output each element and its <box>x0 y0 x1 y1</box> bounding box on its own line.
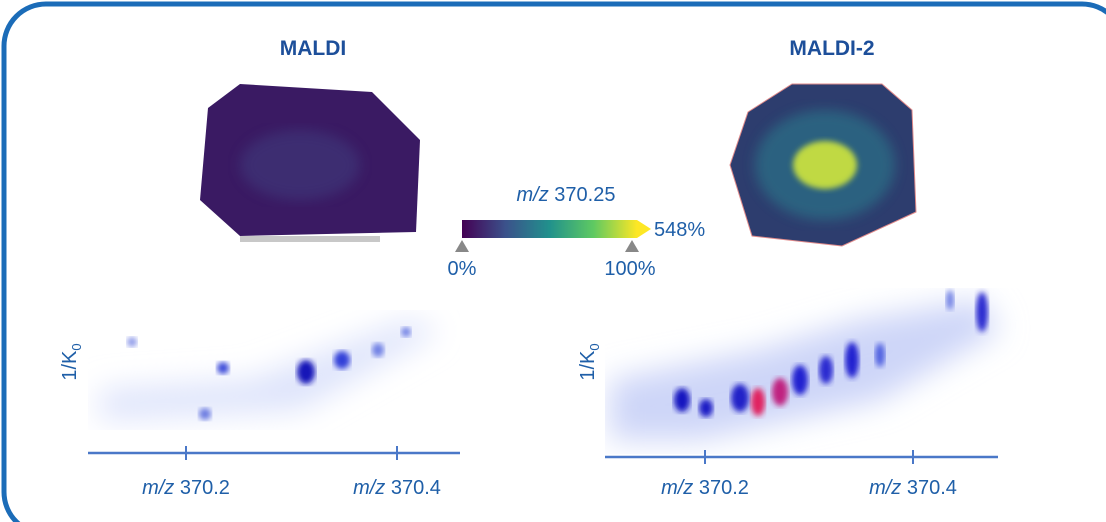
x-tick-prefix: m/z <box>869 477 901 499</box>
x-tick-label: m/z 370.4 <box>869 477 957 499</box>
tissue-signal <box>793 141 857 189</box>
x-tick-prefix: m/z <box>353 477 385 499</box>
colorbar-extend <box>637 220 651 238</box>
x-tick-label: m/z 370.2 <box>142 477 230 499</box>
colorbar-high-label: 100% <box>604 258 655 280</box>
tissue-signal <box>240 130 360 200</box>
x-tick-prefix: m/z <box>142 477 174 499</box>
figure: m/z 370.25 548% 0% 100% MALDI1/K0m/z 370… <box>0 0 1106 522</box>
x-tick-label: m/z 370.4 <box>353 477 441 499</box>
y-axis-label-main: 1/K <box>577 350 599 381</box>
colorbar-max-label: 548% <box>654 219 705 241</box>
colorbar <box>462 220 637 238</box>
panel-title: MALDI <box>280 37 347 60</box>
x-tick-value: 370.4 <box>907 477 957 499</box>
frame <box>4 4 1106 522</box>
y-axis-label: 1/K0 <box>577 343 602 380</box>
panel-title: MALDI-2 <box>789 37 874 60</box>
x-tick-prefix: m/z <box>661 477 693 499</box>
x-tick-value: 370.2 <box>699 477 749 499</box>
y-axis-label-sub: 0 <box>69 343 84 350</box>
y-axis-label-sub: 0 <box>587 343 602 350</box>
colorbar-marker <box>625 240 639 252</box>
x-tick-value: 370.4 <box>391 477 441 499</box>
y-axis-label: 1/K0 <box>59 343 84 380</box>
x-tick-label: m/z 370.2 <box>661 477 749 499</box>
y-axis-label-main: 1/K <box>59 350 81 381</box>
colorbar-low-label: 0% <box>448 258 477 280</box>
tissue-edge <box>240 236 380 242</box>
colorbar-marker <box>455 240 469 252</box>
mobility-heatmap <box>100 320 440 420</box>
x-tick-value: 370.2 <box>180 477 230 499</box>
mobility-heatmap <box>610 290 1000 440</box>
colorbar-label: m/z 370.25 <box>517 184 616 206</box>
